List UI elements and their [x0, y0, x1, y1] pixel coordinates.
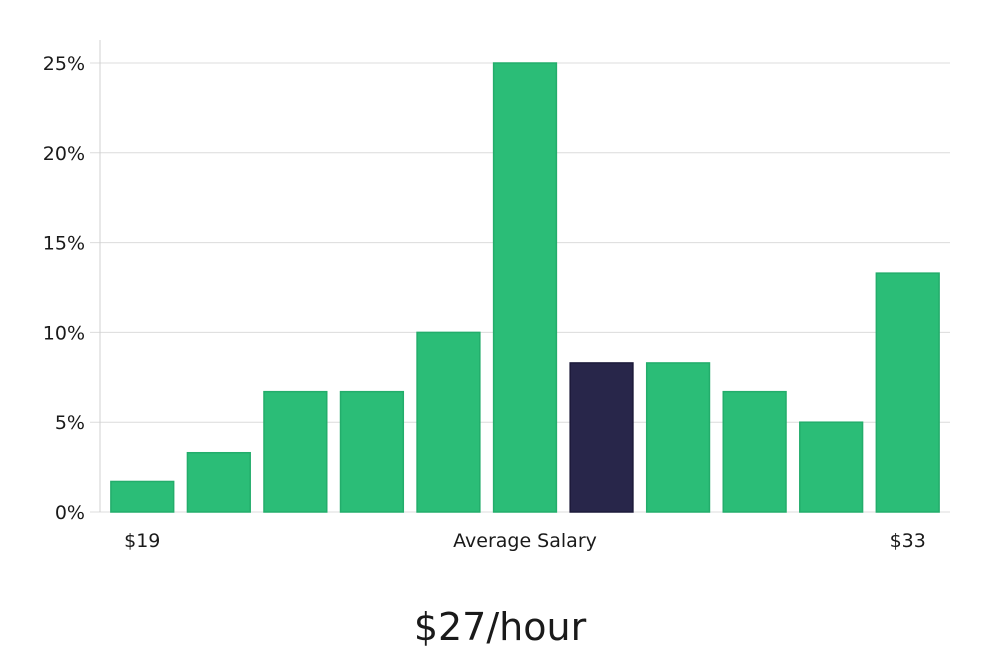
bar — [339, 390, 405, 513]
bar — [110, 480, 175, 513]
bar — [263, 390, 328, 513]
y-tick-label: 5% — [55, 412, 85, 434]
bar — [875, 272, 940, 513]
y-tick-label: 15% — [43, 233, 85, 255]
y-axis-ticks: 0% 5% 10% 15% 20% 25% — [43, 53, 85, 524]
bar — [722, 390, 787, 513]
x-label-max: $33 — [890, 530, 926, 552]
y-tick-label: 20% — [43, 143, 85, 165]
y-tick-label: 10% — [43, 322, 85, 344]
bar — [645, 362, 711, 513]
x-label-average-salary: Average Salary — [453, 530, 597, 552]
y-tick-label: 0% — [55, 502, 85, 524]
bar — [799, 421, 864, 513]
bars — [110, 62, 940, 513]
y-tick-label: 25% — [43, 53, 85, 75]
bar — [186, 451, 251, 513]
salary-histogram-chart: 0% 5% 10% 15% 20% 25% $19 Average Salary $33 — [43, 40, 950, 552]
bar — [492, 62, 558, 513]
average-salary-value: $27/hour — [413, 605, 587, 649]
x-label-min: $19 — [124, 530, 160, 552]
bar-average-salary — [569, 362, 634, 513]
bar — [416, 331, 481, 513]
